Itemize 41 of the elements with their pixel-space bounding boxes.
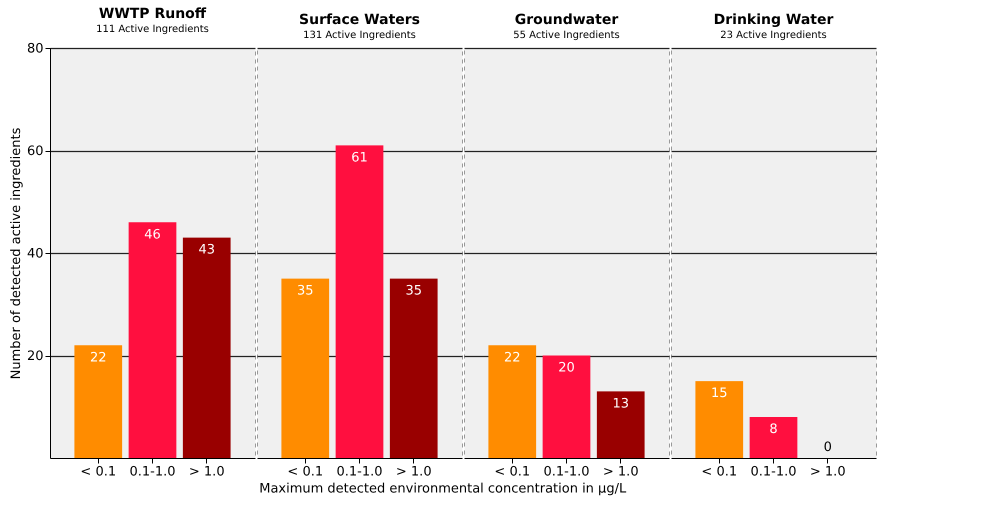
data-label: 0 (824, 440, 832, 455)
bar (74, 345, 122, 458)
y-tick-label: 20 (26, 349, 44, 364)
y-tick-label: 80 (26, 42, 44, 56)
x-tick-label: 0.1-1.0 (336, 464, 383, 480)
chart-subtitle: 55 Active Ingredients (513, 30, 620, 41)
x-axis-title: Maximum detected environmental concentration in µg/L (259, 482, 627, 496)
data-label: 8 (769, 422, 778, 437)
data-label: 13 (612, 396, 630, 412)
chart-subtitle: 131 Active Ingredients (303, 30, 416, 41)
x-tick-label: < 0.1 (287, 464, 324, 480)
y-axis-title: Number of detected active ingredients (8, 127, 24, 380)
x-tick-label: 0.1-1.0 (543, 464, 590, 480)
y-tick-label: 60 (26, 144, 44, 159)
x-tick-label: > 1.0 (602, 464, 639, 480)
data-label: 61 (351, 150, 368, 166)
data-label: 43 (198, 242, 216, 258)
x-tick-label: > 1.0 (396, 464, 432, 480)
y-tick-label: 40 (26, 246, 44, 262)
data-label: 20 (558, 360, 575, 376)
x-tick-label: > 1.0 (188, 464, 225, 480)
data-label: 35 (405, 284, 422, 299)
data-label: 22 (90, 350, 107, 366)
chart-subtitle: 23 Active Ingredients (720, 30, 827, 41)
x-tick-label: > 1.0 (810, 464, 846, 480)
bar (128, 222, 176, 458)
bar (182, 238, 231, 458)
chart-title: Groundwater (514, 12, 618, 28)
chart-title: WWTP Runoff (98, 6, 207, 22)
x-tick-label: < 0.1 (80, 464, 116, 480)
x-tick-label: < 0.1 (494, 464, 530, 480)
chart-title: Surface Waters (299, 12, 420, 28)
data-label: 15 (710, 386, 728, 402)
x-tick-label: < 0.1 (701, 464, 738, 480)
chart-title: Drinking Water (714, 12, 834, 28)
x-tick-label: 0.1-1.0 (129, 464, 176, 480)
x-tick-label: 0.1-1.0 (750, 464, 797, 480)
chart-subtitle: 111 Active Ingredients (96, 24, 209, 35)
data-label: 35 (296, 284, 314, 299)
data-label: 46 (144, 227, 161, 242)
data-label: 22 (504, 350, 521, 366)
